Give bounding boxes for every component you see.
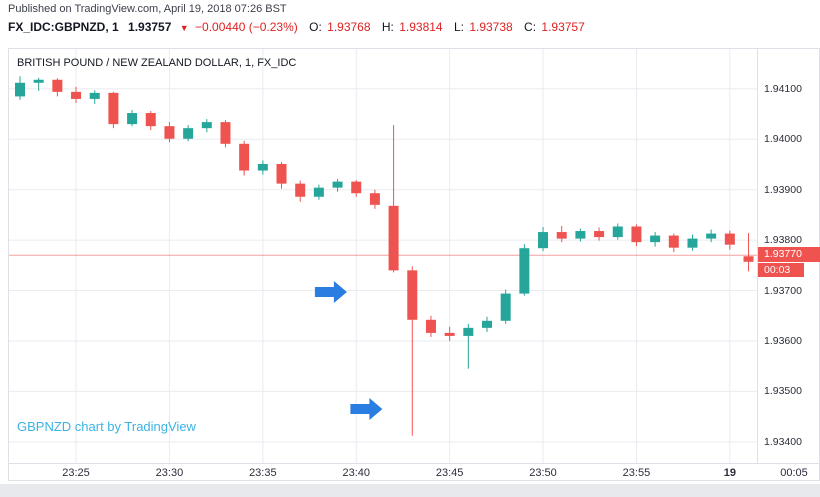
candle-up bbox=[183, 128, 194, 139]
time-axis-label: 23:45 bbox=[435, 467, 464, 479]
last-price: 1.93757 bbox=[128, 20, 172, 34]
high-value: 1.93814 bbox=[399, 20, 443, 34]
high-label: H: bbox=[381, 20, 394, 34]
candle-down bbox=[108, 92, 119, 125]
attribution-link[interactable]: GBPNZD chart by TradingView bbox=[17, 419, 196, 434]
candle-up bbox=[257, 163, 268, 171]
candle-down bbox=[369, 193, 380, 205]
time-axis-label: 23:40 bbox=[342, 467, 370, 479]
price-axis-label: 1.93600 bbox=[764, 334, 802, 347]
candle-up bbox=[463, 327, 474, 336]
published-caption: Published on TradingView.com, April 19, … bbox=[8, 3, 287, 15]
candle-down bbox=[239, 143, 250, 171]
candle-down bbox=[425, 319, 436, 333]
candle-down bbox=[52, 79, 63, 92]
candle-down bbox=[407, 270, 418, 320]
close-value: 1.93757 bbox=[541, 20, 585, 34]
candle-down bbox=[351, 181, 362, 194]
candle-down bbox=[295, 183, 306, 197]
time-axis-label: 19 bbox=[723, 467, 736, 479]
candle-up bbox=[15, 82, 25, 97]
arrow-right-annotation bbox=[314, 281, 347, 304]
candle-up bbox=[89, 92, 100, 99]
candle-up bbox=[201, 122, 212, 129]
arrow-right-annotation bbox=[350, 398, 383, 421]
price-axis[interactable]: 1.93770 00:03 1.94100 1.94000 1.93900 1.938… bbox=[757, 49, 820, 463]
symbol-info-bar: FX_IDC:GBPNZD, 1 1.93757 ▼ −0.00440 (−0.… bbox=[8, 20, 585, 34]
candle-down bbox=[388, 205, 399, 271]
candle-down bbox=[724, 233, 735, 245]
candle-up bbox=[687, 238, 698, 248]
candle-up bbox=[650, 235, 661, 243]
price-axis-label: 1.93900 bbox=[764, 183, 802, 196]
candle-down bbox=[594, 231, 605, 238]
low-label: L: bbox=[453, 20, 464, 34]
open-label: O: bbox=[309, 20, 322, 34]
time-axis-label: 00:05 bbox=[780, 467, 808, 479]
candle-up bbox=[519, 248, 530, 294]
candle-up bbox=[612, 226, 623, 238]
chart-pane[interactable]: BRITISH POUND / NEW ZEALAND DOLLAR, 1, F… bbox=[9, 49, 757, 463]
candle-up bbox=[33, 79, 44, 83]
candle-down bbox=[444, 332, 455, 336]
symbol-name: FX_IDC:GBPNZD, 1 bbox=[8, 20, 119, 34]
candle-down bbox=[668, 235, 679, 248]
candle-down bbox=[631, 226, 642, 243]
price-change: −0.00440 (−0.23%) bbox=[195, 20, 298, 34]
price-axis-label: 1.93800 bbox=[764, 234, 802, 247]
candle-up bbox=[538, 232, 549, 249]
close-label: C: bbox=[524, 20, 537, 34]
time-axis-label: 23:30 bbox=[155, 467, 184, 479]
down-triangle-icon: ▼ bbox=[179, 23, 189, 33]
candle-down bbox=[145, 113, 156, 127]
time-axis[interactable]: 23:25 23:30 23:35 23:40 23:45 23:50 23:55 19 00:… bbox=[9, 463, 819, 482]
time-axis-label: 23:35 bbox=[249, 467, 277, 479]
candlestick-chart bbox=[9, 49, 757, 463]
chart-title: BRITISH POUND / NEW ZEALAND DOLLAR, 1, F… bbox=[17, 57, 297, 69]
bar-countdown-badge: 00:03 bbox=[758, 263, 804, 278]
current-price-badge: 1.93770 bbox=[758, 247, 820, 263]
low-value: 1.93738 bbox=[469, 20, 513, 34]
chart-frame: BRITISH POUND / NEW ZEALAND DOLLAR, 1, F… bbox=[8, 48, 820, 481]
candle-down bbox=[556, 232, 567, 239]
candle-down bbox=[71, 91, 82, 99]
time-axis-label: 23:25 bbox=[62, 467, 90, 479]
candle-down bbox=[276, 163, 287, 184]
candle-down bbox=[743, 256, 754, 262]
open-value: 1.93768 bbox=[327, 20, 371, 34]
candle-up bbox=[706, 233, 717, 239]
candle-up bbox=[575, 231, 586, 239]
candle-up bbox=[127, 113, 138, 125]
candle-up bbox=[500, 293, 511, 321]
candle-up bbox=[313, 187, 324, 197]
candle-up bbox=[482, 320, 492, 328]
bottom-scrollbar[interactable] bbox=[0, 484, 820, 497]
candle-down bbox=[220, 122, 231, 144]
price-axis-label: 1.93700 bbox=[764, 284, 802, 297]
price-axis-label: 1.93500 bbox=[764, 385, 802, 398]
candle-up bbox=[332, 181, 343, 188]
price-axis-label: 1.94100 bbox=[764, 82, 802, 95]
price-axis-label: 1.93400 bbox=[764, 435, 802, 448]
price-axis-label: 1.94000 bbox=[764, 133, 802, 146]
time-axis-label: 23:55 bbox=[622, 467, 651, 479]
time-axis-label: 23:50 bbox=[529, 467, 557, 479]
candle-down bbox=[164, 126, 175, 139]
